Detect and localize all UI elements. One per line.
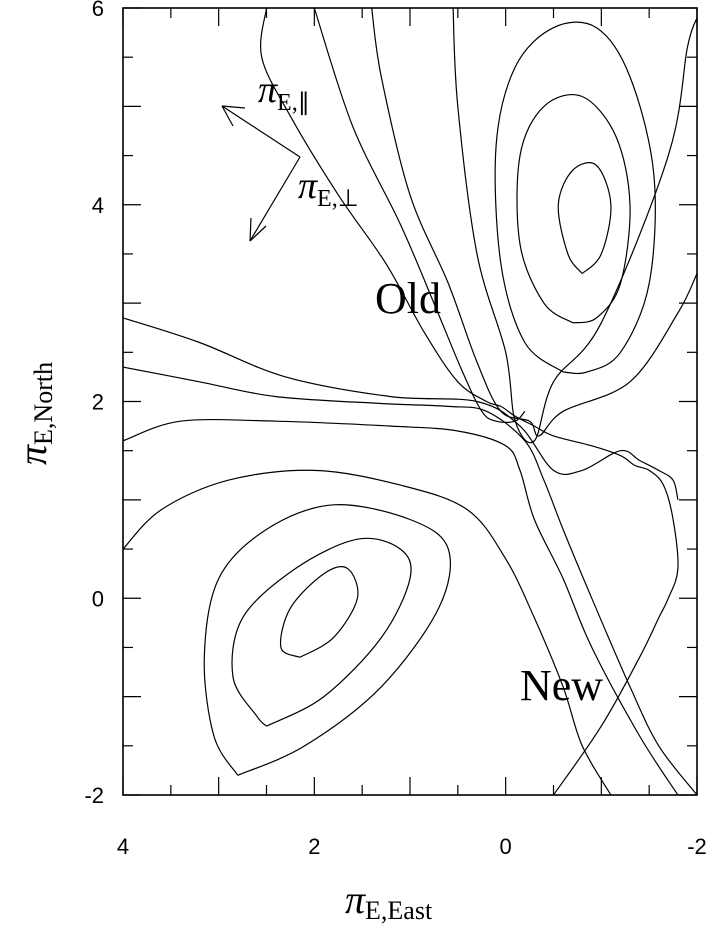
y-axis-label: πE,North [10,362,58,465]
contour-new-5 [122,418,679,796]
contour-new-2 [231,537,412,727]
parallel-arrow-head [221,105,246,127]
contour-old-5 [371,7,698,437]
contour-new-3 [203,504,451,776]
y-tick-label: -2 [84,783,104,808]
contour-new-inner [279,566,359,658]
perp-arrow-label: πE,⊥ [298,165,359,212]
tick-labels: 4 2 0 -2 -2 0 2 4 6 [84,0,706,859]
parallel-arrow-shaft [221,105,301,158]
direction-arrows [221,105,301,242]
x-tick-label: 2 [308,834,320,859]
contour-old-2 [516,93,631,324]
new-label: New [520,661,603,710]
y-tick-label: 4 [92,193,104,218]
x-tick-label: 4 [117,834,129,859]
perp-arrow-shaft [249,156,301,242]
old-label: Old [375,274,441,323]
contour-old-inner [557,162,612,275]
contour-new-7 [122,317,679,501]
contour-old-3 [494,21,656,375]
contour-old-4 [452,7,698,444]
contour-mid-1 [313,7,526,423]
contour-new-4 [122,469,612,796]
x-tick-label: -2 [687,834,707,859]
y-tick-label: 6 [92,0,104,21]
axis-ticks [122,7,698,796]
y-tick-label: 0 [92,586,104,611]
contour-lines [122,7,698,796]
contour-new-6 [122,366,698,796]
perp-arrow-head [249,217,267,242]
x-axis-label: πE,East [345,877,433,925]
x-tick-label: 0 [500,834,512,859]
y-tick-label: 2 [92,390,104,415]
parallel-arrow-label: πE,∥ [258,69,310,116]
contour-mid-2 [260,7,679,796]
